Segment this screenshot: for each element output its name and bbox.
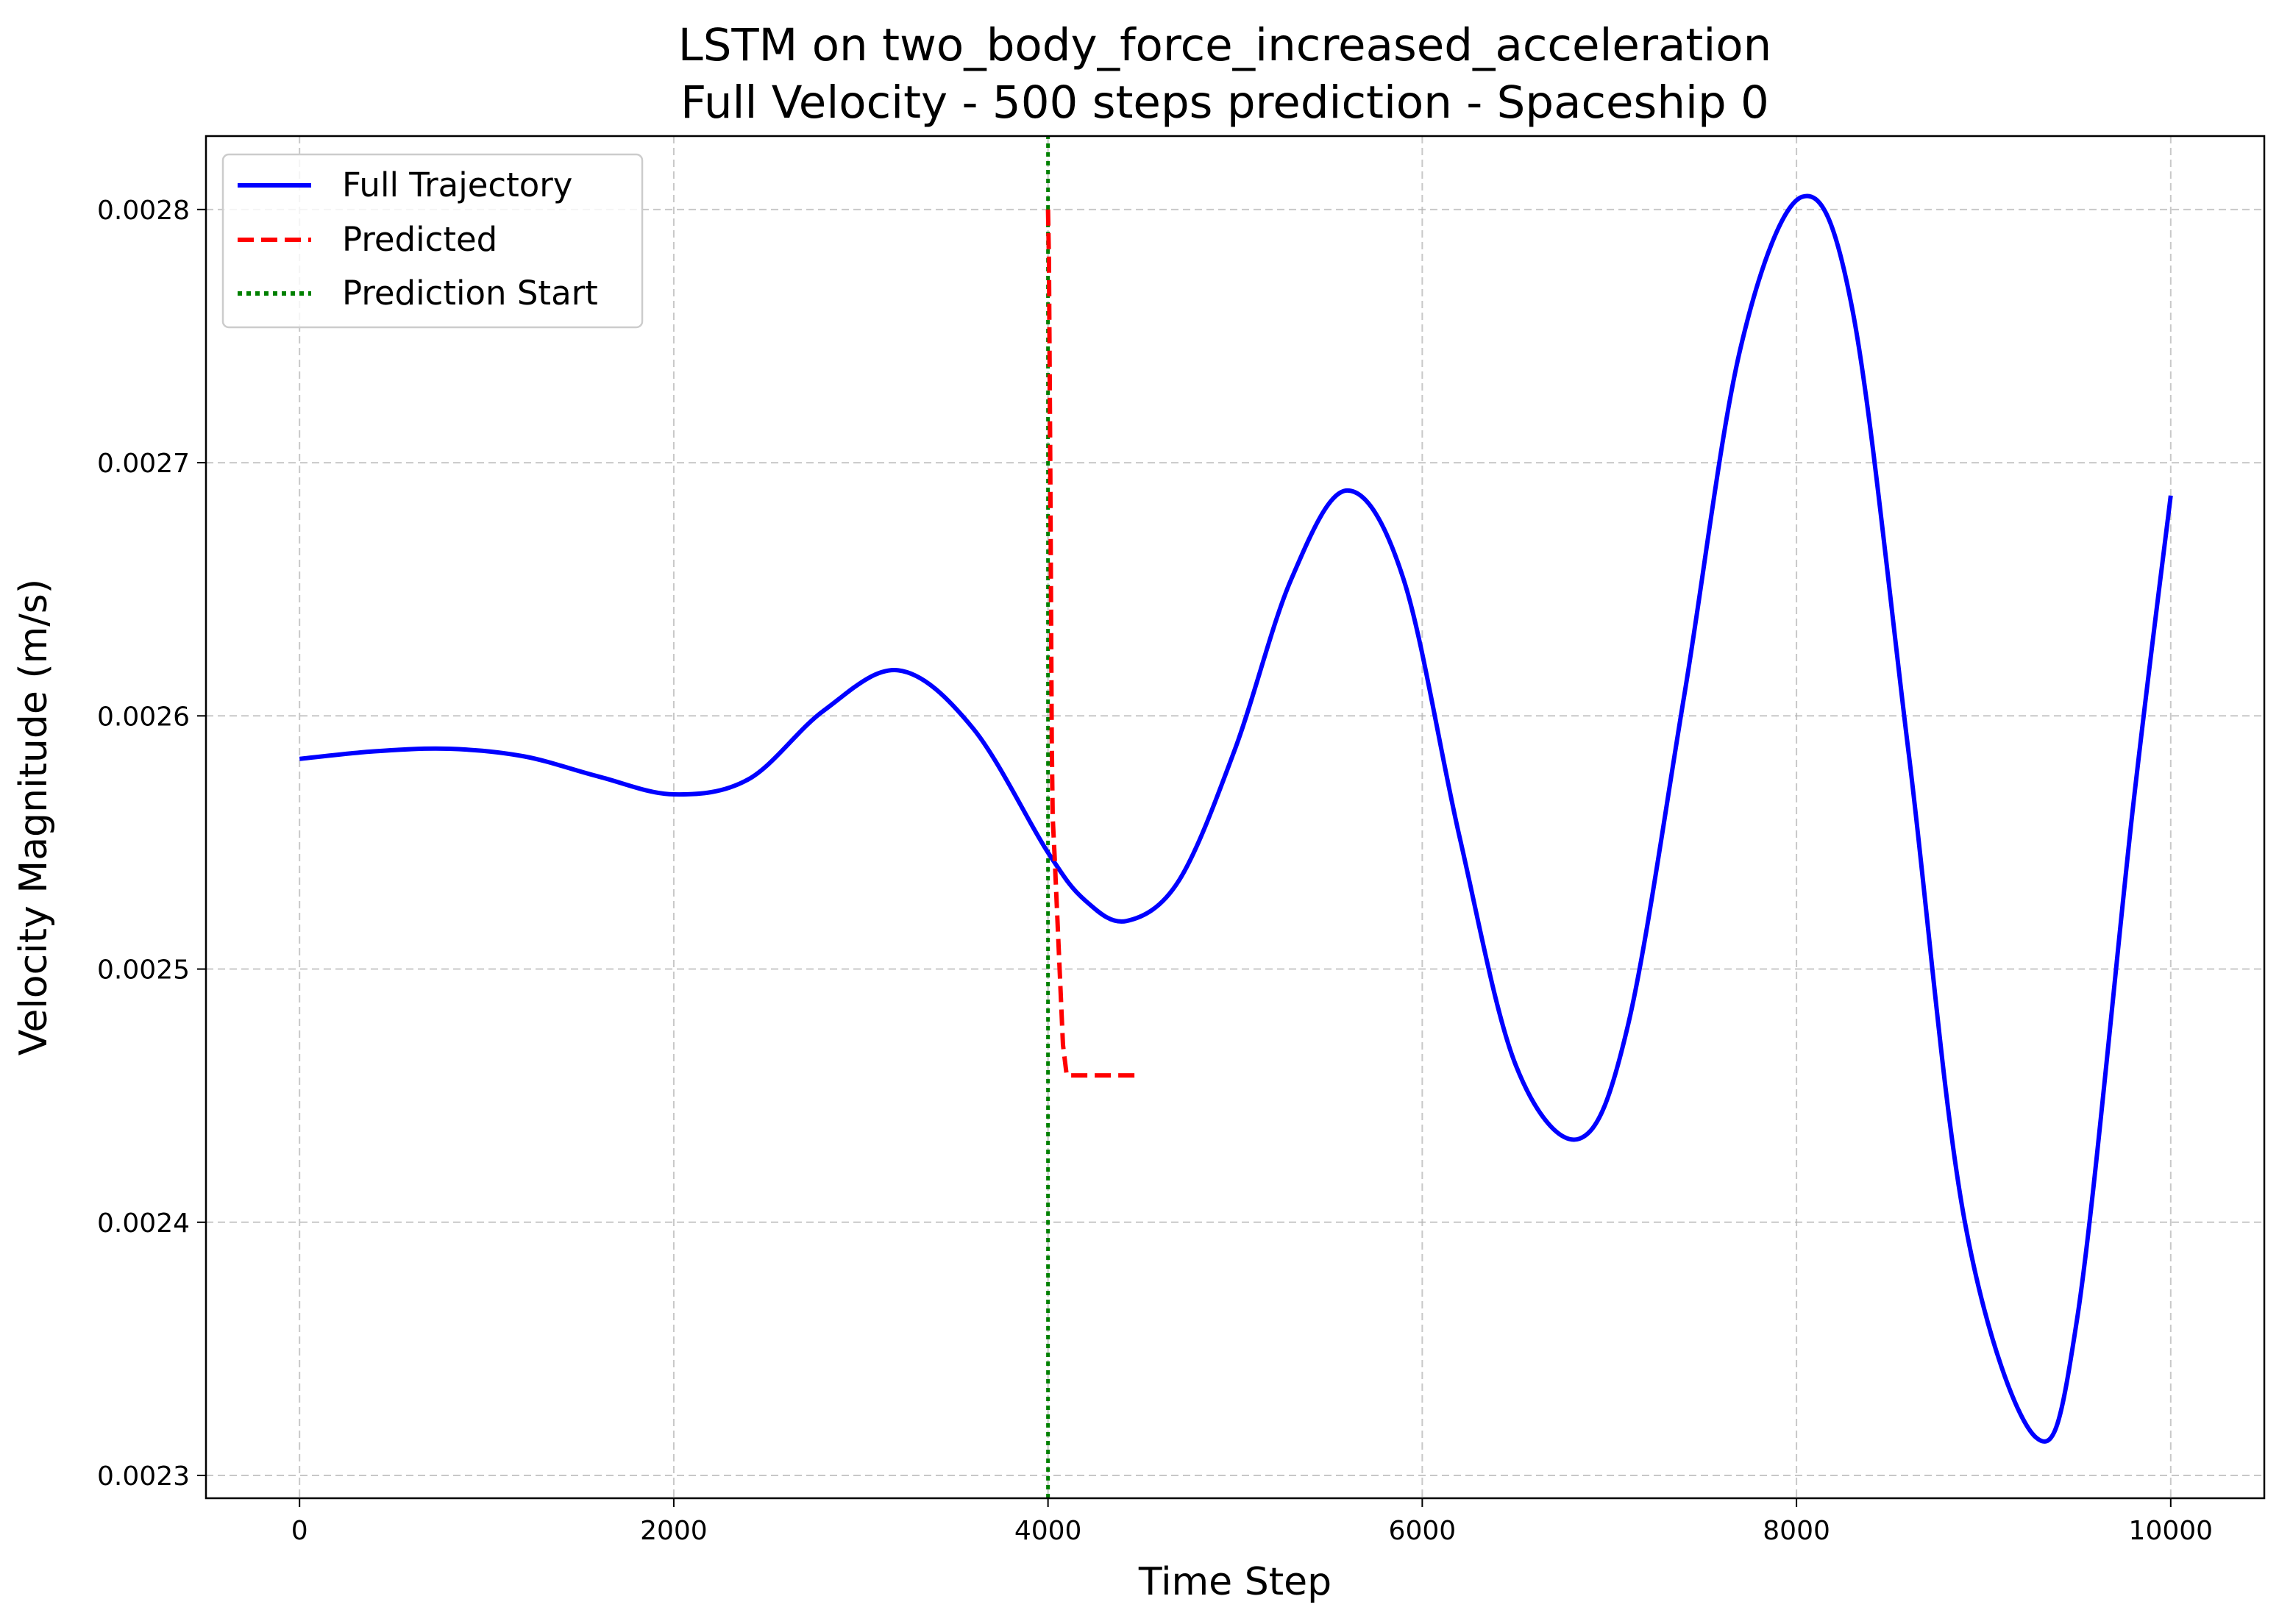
y-tick-label: 0.0023 bbox=[97, 1461, 190, 1492]
legend-label-prediction-start: Prediction Start bbox=[342, 274, 598, 313]
legend: Full Trajectory Predicted Prediction Sta… bbox=[221, 153, 644, 329]
y-tick-label: 0.0025 bbox=[97, 955, 190, 986]
x-tick-label: 6000 bbox=[1389, 1516, 1457, 1546]
x-tick-label: 8000 bbox=[1763, 1516, 1830, 1546]
chart-title: LSTM on two_body_force_increased_acceler… bbox=[678, 19, 1772, 71]
y-axis-label: Velocity Magnitude (m/s) bbox=[12, 579, 56, 1055]
y-tick-label: 0.0028 bbox=[97, 196, 190, 226]
x-tick-label: 2000 bbox=[640, 1516, 708, 1546]
full-trajectory-line bbox=[299, 193, 2173, 1444]
plot-series bbox=[299, 136, 2173, 1498]
y-tick-label: 0.0024 bbox=[97, 1208, 190, 1239]
chart-subtitle: Full Velocity - 500 steps prediction - S… bbox=[680, 76, 1769, 129]
legend-label-full-trajectory: Full Trajectory bbox=[342, 165, 572, 204]
x-axis-ticks: 0 2000 4000 6000 8000 10000 bbox=[291, 1498, 2213, 1546]
y-tick-label: 0.0026 bbox=[97, 702, 190, 732]
legend-label-predicted: Predicted bbox=[342, 220, 497, 259]
x-tick-label: 10000 bbox=[2129, 1516, 2214, 1546]
x-tick-label: 0 bbox=[291, 1516, 308, 1546]
x-tick-label: 4000 bbox=[1014, 1516, 1082, 1546]
y-tick-label: 0.0027 bbox=[97, 449, 190, 479]
plot-frame bbox=[205, 135, 2266, 1500]
y-axis-ticks: 0.0023 0.0024 0.0025 0.0026 0.0027 0.0028 bbox=[97, 196, 206, 1492]
predicted-line bbox=[1045, 209, 1142, 1078]
x-axis-label: Time Step bbox=[1138, 1560, 1332, 1604]
legend-box bbox=[221, 153, 644, 329]
